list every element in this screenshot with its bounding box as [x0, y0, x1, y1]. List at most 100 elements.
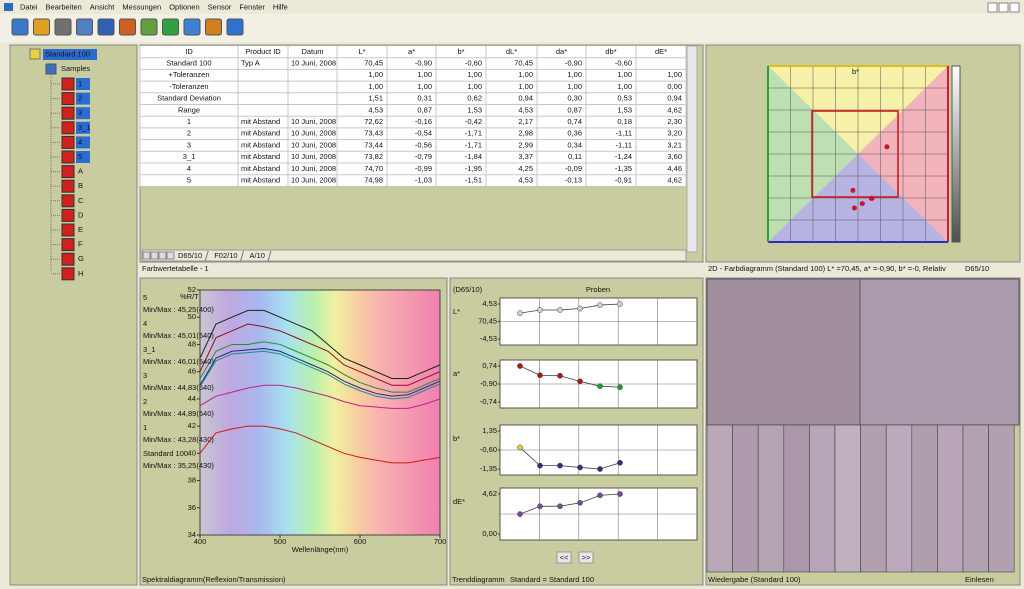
- sample-point: [868, 195, 874, 201]
- table-cell: 72,62: [364, 117, 383, 126]
- table-cell: 4,62: [667, 176, 682, 185]
- minimize-button[interactable]: [987, 2, 998, 13]
- trend-point: [517, 363, 523, 369]
- tree-group-icon: [45, 63, 57, 75]
- legend-note: Min/Max : 46,01(540): [143, 357, 214, 366]
- tree-item[interactable]: D: [78, 210, 84, 219]
- sheet-tab[interactable]: D65/10: [178, 251, 202, 260]
- tree-item[interactable]: E: [78, 225, 83, 234]
- sheet-tab[interactable]: F02/10: [214, 251, 237, 260]
- toolbar-button[interactable]: [140, 18, 158, 36]
- tree-root[interactable]: Standard 100: [45, 49, 90, 58]
- trend-point: [557, 307, 563, 313]
- legend-name: Standard 100: [143, 449, 188, 458]
- trend-point: [557, 462, 563, 469]
- column-header: Datum: [301, 47, 323, 56]
- plot-background: [199, 289, 441, 536]
- scrollbar[interactable]: [686, 45, 698, 253]
- column-header: db*: [605, 47, 616, 56]
- tree-item[interactable]: H: [78, 269, 83, 278]
- menu-item[interactable]: Optionen: [169, 2, 199, 11]
- toolbar-button[interactable]: [162, 18, 179, 36]
- tree-item[interactable]: 5: [78, 152, 82, 161]
- table-cell: -0,91: [615, 176, 632, 185]
- y-tick-label: 38: [188, 476, 196, 485]
- sheet-tab[interactable]: A/10: [250, 251, 265, 260]
- toolbar-button[interactable]: [54, 18, 72, 36]
- toolbar-button[interactable]: [226, 18, 244, 36]
- table-cell: 4,53: [518, 105, 533, 114]
- table-cell: -0,60: [465, 59, 482, 68]
- tab-nav-button[interactable]: [150, 251, 159, 260]
- tab-separator: [267, 250, 272, 262]
- toolbar-button[interactable]: [11, 18, 29, 36]
- restore-button[interactable]: [998, 2, 1009, 13]
- toolbar-button[interactable]: [183, 18, 201, 36]
- toolbar-button[interactable]: [97, 18, 115, 36]
- menu-item[interactable]: Bearbeiten: [46, 2, 82, 11]
- panel-caption: Trenddiagramm: [452, 575, 505, 584]
- menu-item[interactable]: Messungen: [122, 2, 161, 11]
- tab-nav-button[interactable]: [158, 251, 167, 260]
- tree-item[interactable]: G: [78, 254, 84, 263]
- table-cell: -1,24: [615, 152, 632, 161]
- table-cell: 2,30: [667, 117, 682, 126]
- sample-icon: [61, 252, 75, 266]
- sample-icon: [61, 208, 75, 222]
- menu-item[interactable]: Fenster: [239, 2, 265, 11]
- tree-item[interactable]: 1: [78, 79, 82, 88]
- page-button[interactable]: [556, 551, 572, 564]
- tree-item[interactable]: 4: [78, 137, 82, 146]
- table-cell: 1,53: [467, 105, 482, 114]
- menu-item[interactable]: Datei: [20, 2, 38, 11]
- legend-name: 3: [143, 371, 147, 380]
- legend-name: 2: [143, 397, 147, 406]
- tree-item[interactable]: A: [78, 167, 83, 176]
- toolbar-button[interactable]: [119, 18, 136, 36]
- tab-nav-button[interactable]: [166, 251, 175, 260]
- sample-icon: [61, 194, 75, 208]
- table-cell: 4,25: [518, 164, 533, 173]
- toolbar-button[interactable]: [205, 18, 222, 36]
- toolbar-button[interactable]: [76, 18, 93, 36]
- app-icon: [4, 3, 13, 11]
- page-button-label[interactable]: >>: [582, 553, 591, 562]
- menu-item[interactable]: Hilfe: [273, 2, 288, 11]
- menu-item[interactable]: Ansicht: [90, 2, 116, 11]
- preview-action[interactable]: Einlesen: [965, 575, 994, 584]
- swatch: [911, 424, 938, 573]
- legend-name: 1: [143, 423, 147, 432]
- table-cell: 0,87: [417, 105, 432, 114]
- column-header: ID: [185, 47, 193, 56]
- tab-separator: [240, 250, 245, 262]
- table-cell: -0,09: [565, 164, 582, 173]
- tree-item[interactable]: 3_1: [78, 123, 91, 132]
- table-cell: 1,00: [667, 70, 682, 79]
- tree-item[interactable]: C: [78, 196, 84, 205]
- tree-item[interactable]: F: [78, 240, 83, 249]
- table-cell: 1,00: [368, 70, 383, 79]
- table-cell: 3,60: [667, 152, 682, 161]
- table-cell: 0,87: [567, 105, 582, 114]
- x-tick-label: 500: [274, 537, 287, 546]
- tree-item[interactable]: 3: [78, 108, 82, 117]
- tab-nav-button[interactable]: [142, 251, 151, 260]
- swatch: [962, 424, 989, 573]
- tree-item[interactable]: 2: [78, 94, 82, 103]
- menu-item[interactable]: Sensor: [208, 2, 232, 11]
- table-cell: mit Abstand: [241, 152, 280, 161]
- trend-tick-label: -4,53: [480, 334, 497, 343]
- tree-group[interactable]: Samples: [61, 64, 90, 73]
- column-header: dL*: [506, 47, 517, 56]
- page-button[interactable]: [578, 551, 594, 564]
- close-button[interactable]: [1009, 2, 1020, 13]
- page-button-label[interactable]: <<: [560, 553, 569, 562]
- legend-note: Min/Max : 43,28(430): [143, 435, 214, 444]
- y-tick-label: 34: [188, 530, 196, 539]
- tree-item[interactable]: B: [78, 181, 83, 190]
- table-cell: 0,11: [568, 152, 582, 161]
- toolbar-button[interactable]: [33, 18, 50, 36]
- table-cell: -0,54: [415, 129, 432, 138]
- swatch: [706, 278, 861, 426]
